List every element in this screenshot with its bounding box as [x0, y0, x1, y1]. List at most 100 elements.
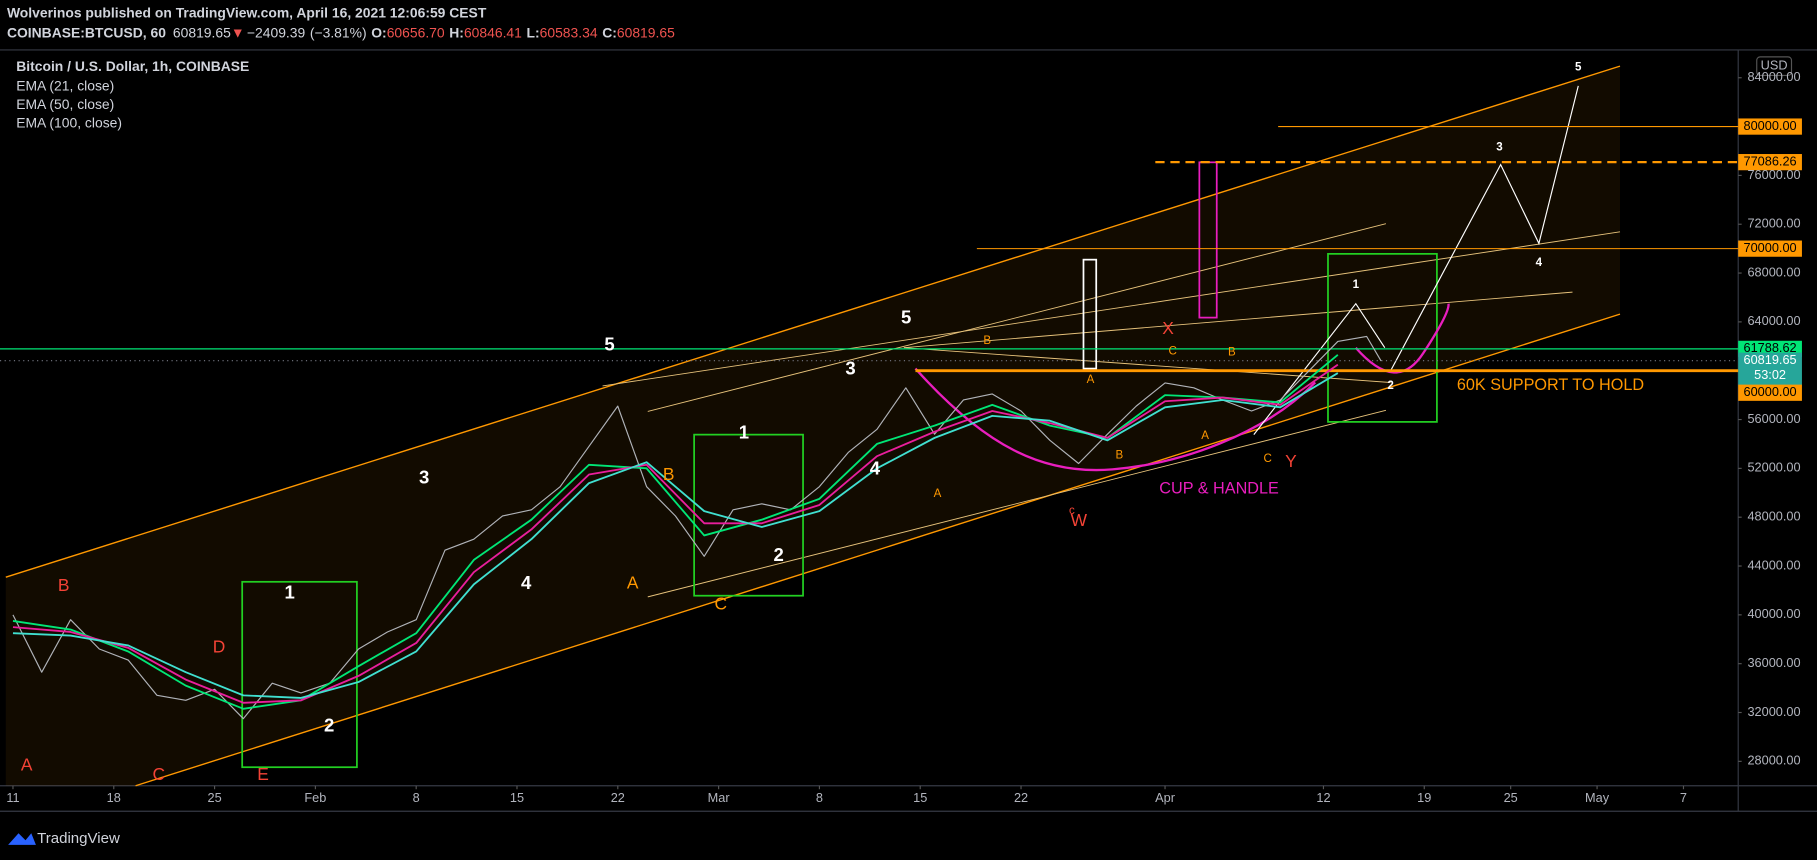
annotation: B — [663, 464, 675, 484]
green-box — [241, 580, 358, 769]
green-box — [1327, 252, 1438, 423]
annotation: 3 — [419, 467, 429, 488]
symbol: COINBASE:BTCUSD, 60 — [7, 24, 166, 40]
price-tag — [1738, 240, 1802, 257]
annotations: 5 3 4 1 2 1 2 3 4 5 1 2 3 4 5 B D A C E W X Y B A C B A C B Ac B A C CUP &… — [21, 61, 1644, 784]
countdown: 53:02 — [1754, 367, 1786, 382]
annotation: 5 — [1575, 61, 1582, 73]
annotation: B — [1228, 346, 1236, 358]
y-tick-label: 76000.00 — [1747, 167, 1800, 182]
annotation: W — [1071, 510, 1088, 530]
legend-ema: EMA (21, close) — [16, 78, 114, 94]
annotation: 2 — [324, 715, 334, 736]
annotation: 4 — [521, 572, 532, 593]
trend-line — [647, 409, 1387, 598]
annotation: 1 — [739, 421, 749, 442]
handle-curve — [1354, 303, 1450, 374]
ema-line — [12, 372, 1339, 699]
x-tick-label: 25 — [1504, 790, 1518, 805]
price-tag — [1738, 384, 1802, 401]
price-tag-label: 61788.62 — [1744, 340, 1797, 355]
cup-curve — [914, 367, 1317, 472]
annotation: 3 — [1496, 141, 1503, 153]
annotation: 4 — [1536, 257, 1543, 269]
y-tick-label: 48000.00 — [1747, 509, 1800, 524]
annotation: 3 — [845, 358, 855, 379]
y-tick-label: 64000.00 — [1747, 313, 1800, 328]
trend-line — [903, 291, 1573, 349]
annotation: A — [21, 755, 33, 775]
price-tag — [1738, 154, 1802, 171]
high: 60846.41 — [464, 24, 522, 40]
down-arrow: ▼ — [231, 24, 245, 40]
x-tick-label: 15 — [913, 790, 927, 805]
annotation: A — [1201, 430, 1209, 442]
legend-main: Bitcoin / U.S. Dollar, 1h, COINBASE — [16, 58, 249, 74]
annotation: c — [1069, 505, 1075, 517]
x-tick-label: Apr — [1155, 790, 1176, 805]
annotation: A — [627, 573, 639, 593]
annotation: C — [714, 594, 727, 614]
high-label: H: — [449, 24, 464, 40]
annotation: B — [1116, 450, 1124, 462]
annotation: E — [257, 764, 269, 784]
annotation: A — [1087, 374, 1095, 386]
change-pct: (−3.81%) — [310, 24, 367, 40]
annotation: X — [1162, 318, 1174, 338]
y-tick-label: 40000.00 — [1747, 606, 1800, 621]
x-tick-label: 8 — [413, 790, 420, 805]
price-tag — [1738, 352, 1802, 386]
annotation: CUP & HANDLE — [1159, 479, 1279, 497]
annotation: C — [152, 764, 165, 784]
annotation: 1 — [285, 581, 295, 602]
series-layer — [12, 335, 1382, 720]
tv-logo — [8, 833, 36, 845]
close: 60819.65 — [617, 24, 675, 40]
price-tag-label: 70000.00 — [1744, 240, 1797, 255]
price-tag-label: 80000.00 — [1744, 118, 1797, 133]
x-tick-label: May — [1585, 790, 1610, 805]
annotation: C — [1264, 453, 1272, 465]
price-line — [12, 335, 1382, 720]
ema-line — [12, 363, 1339, 704]
legend-ema: EMA (100, close) — [16, 115, 122, 131]
currency: USD — [1761, 57, 1788, 72]
y-tick-label: 68000.00 — [1747, 264, 1800, 279]
x-tick-label: 7 — [1680, 790, 1687, 805]
annotation: D — [213, 636, 226, 656]
low-label: L: — [527, 24, 540, 40]
price-tag-label: 60000.00 — [1744, 384, 1797, 399]
price-tag-label: 77086.26 — [1744, 154, 1797, 169]
annotation: 1 — [1353, 279, 1360, 291]
x-tick-label: 22 — [1014, 790, 1028, 805]
y-tick-label: 44000.00 — [1747, 557, 1800, 572]
x-tick-label: 19 — [1417, 790, 1431, 805]
change: −2409.39 — [247, 24, 306, 40]
price-tag-label: 60819.65 — [1744, 352, 1797, 367]
trend-line — [647, 223, 1387, 412]
x-tick-label: Mar — [708, 790, 731, 805]
annotation: 60K SUPPORT TO HOLD — [1457, 376, 1644, 394]
annotation: 2 — [1387, 380, 1393, 392]
annotation: 2 — [774, 544, 784, 565]
y-tick-label: 52000.00 — [1747, 460, 1800, 475]
currency-box — [1756, 56, 1793, 76]
white-box — [1082, 258, 1098, 370]
annotation: 5 — [604, 333, 614, 354]
y-tick-label: 84000.00 — [1747, 69, 1800, 84]
projection — [1390, 85, 1579, 372]
y-tick-label: 36000.00 — [1747, 655, 1800, 670]
x-tick-label: 8 — [816, 790, 823, 805]
channel-lower — [135, 313, 1621, 787]
y-tick-label: 72000.00 — [1747, 216, 1800, 231]
logo-icon — [8, 833, 36, 845]
close-label: C: — [602, 24, 617, 40]
y-tick-label: 32000.00 — [1747, 704, 1800, 719]
channel-upper — [5, 65, 1621, 578]
drawings — [5, 65, 1621, 787]
low: 60583.34 — [540, 24, 598, 40]
x-tick-label: 22 — [611, 790, 625, 805]
